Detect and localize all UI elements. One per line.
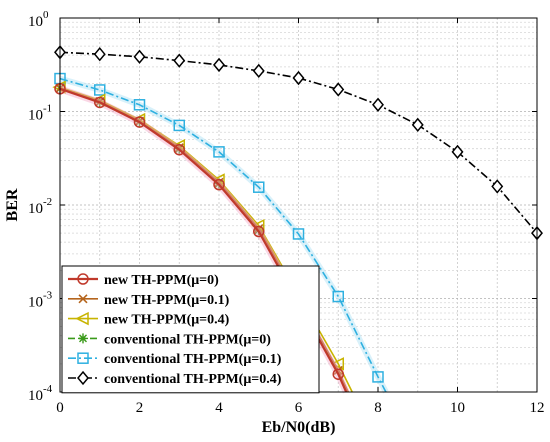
legend-label: new TH-PPM(μ=0.1) <box>104 293 230 308</box>
series-layer <box>52 45 543 394</box>
legend-item: conventional TH-PPM(μ=0.4) <box>68 370 282 387</box>
data-point <box>94 96 106 109</box>
data-point <box>133 116 146 128</box>
legend-marker <box>75 311 89 326</box>
legend-label: new TH-PPM(μ=0) <box>104 273 219 288</box>
legend-item: new TH-PPM(μ=0) <box>68 273 219 288</box>
x-tick-label: 0 <box>56 400 64 416</box>
legend-marker <box>77 370 89 386</box>
legend-marker <box>78 294 88 304</box>
data-point <box>451 144 464 160</box>
data-point <box>173 143 185 156</box>
data-point <box>253 225 265 238</box>
legend-item: new TH-PPM(μ=0.1) <box>68 293 230 308</box>
data-point <box>372 97 384 112</box>
data-point <box>491 179 504 194</box>
grid <box>60 18 537 392</box>
y-tick-label: 10-2 <box>28 196 52 217</box>
x-tick-labels: 0 2 4 6 8 10 12 <box>56 400 544 416</box>
legend-item: conventional TH-PPM(μ=0) <box>68 332 271 347</box>
data-point <box>411 117 424 133</box>
legend-marker <box>77 352 89 364</box>
data-point <box>173 53 186 68</box>
legend-label: conventional TH-PPM(μ=0.4) <box>104 372 282 387</box>
data-point <box>332 368 344 380</box>
y-tick-label: 10-1 <box>28 103 52 124</box>
data-point <box>330 357 344 371</box>
data-point <box>213 57 225 73</box>
y-tick-label: 10-3 <box>28 290 53 311</box>
data-point <box>133 99 146 111</box>
legend-box <box>61 265 320 394</box>
y-tick-exponent: -1 <box>43 103 52 115</box>
legend-item: conventional TH-PPM(μ=0.1) <box>68 352 282 367</box>
y-tick-exponent: 0 <box>43 9 49 21</box>
x-tick-label: 2 <box>136 400 144 416</box>
x-axis-label: Eb/N0(dB) <box>262 419 336 436</box>
y-tick-base: 10 <box>28 295 43 311</box>
data-point <box>252 63 265 79</box>
legend-marker <box>78 333 88 344</box>
y-tick-base: 10 <box>28 14 43 30</box>
legend: new TH-PPM(μ=0) new TH-PPM(μ=0.1) new TH-P… <box>61 265 320 394</box>
data-point <box>372 371 384 383</box>
y-tick-exponent: -3 <box>43 290 53 302</box>
y-axis-label: BER <box>4 188 21 221</box>
legend-label: conventional TH-PPM(μ=0.1) <box>104 352 282 367</box>
legend-marker <box>77 273 89 285</box>
y-tick-label: 10-4 <box>28 383 53 404</box>
legend-item: new TH-PPM(μ=0.4) <box>68 311 230 328</box>
data-point <box>213 178 225 191</box>
data-point <box>292 70 305 86</box>
data-point <box>213 146 225 158</box>
x-tick-label: 10 <box>450 400 465 416</box>
data-point <box>254 223 264 234</box>
data-point <box>173 119 185 132</box>
x-tick-label: 4 <box>215 400 223 416</box>
series-halo <box>59 75 389 394</box>
data-point <box>94 84 106 96</box>
data-point <box>133 49 146 64</box>
series-line <box>59 87 348 393</box>
y-tick-base: 10 <box>28 201 43 217</box>
x-tick-label: 8 <box>374 400 382 416</box>
data-point <box>292 228 305 240</box>
data-point <box>93 47 106 62</box>
legend-label: new TH-PPM(μ=0.4) <box>104 313 230 328</box>
y-tick-exponent: -4 <box>43 383 53 395</box>
y-tick-label: 100 <box>28 9 49 30</box>
data-point <box>332 290 344 303</box>
legend-label: conventional TH-PPM(μ=0) <box>104 332 271 347</box>
data-point <box>253 181 265 193</box>
y-tick-exponent: -2 <box>43 196 52 208</box>
x-tick-label: 12 <box>530 400 545 416</box>
x-tick-label: 6 <box>295 400 303 416</box>
y-tick-base: 10 <box>28 388 43 404</box>
y-tick-base: 10 <box>28 108 43 124</box>
data-point <box>332 82 345 97</box>
series-1 <box>54 83 350 394</box>
